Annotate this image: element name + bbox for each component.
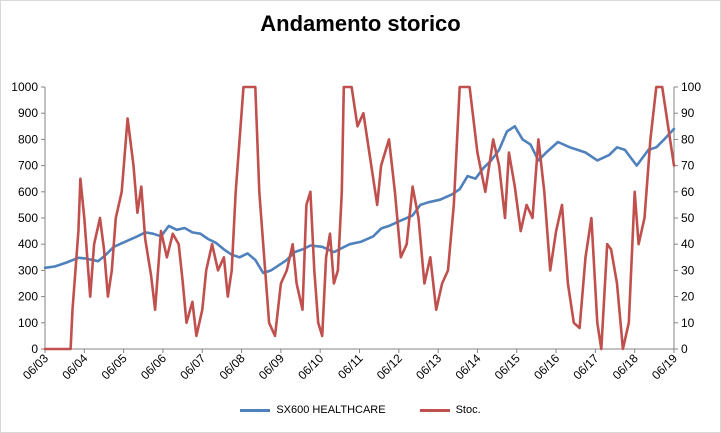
x-tick-label: 06/13 <box>413 351 444 382</box>
x-tick-label: 06/08 <box>217 351 248 382</box>
x-tick-label: 06/07 <box>177 351 208 382</box>
y-left-tick-label: 0 <box>31 342 38 356</box>
y-right-tick-label: 50 <box>681 211 695 225</box>
x-tick-label: 06/19 <box>649 351 680 382</box>
y-left-tick-label: 800 <box>18 132 38 146</box>
x-tick-label: 06/04 <box>59 351 90 382</box>
x-tick-label: 06/17 <box>570 351 601 382</box>
legend-swatch-sx600 <box>240 408 271 412</box>
x-tick-label: 06/05 <box>99 351 130 382</box>
y-left-tick-label: 900 <box>18 106 38 120</box>
y-left-tick-label: 600 <box>18 185 38 199</box>
y-left-tick-label: 300 <box>18 263 38 277</box>
y-right-tick-label: 90 <box>681 106 695 120</box>
x-tick-label: 06/18 <box>610 351 641 382</box>
x-tick-label: 06/12 <box>374 351 405 382</box>
y-left-tick-label: 500 <box>18 211 38 225</box>
y-right-tick-label: 70 <box>681 159 695 173</box>
x-tick-label: 06/09 <box>256 351 287 382</box>
x-tick-label: 06/11 <box>335 351 366 382</box>
y-right-tick-label: 0 <box>681 342 688 356</box>
x-tick-label: 06/06 <box>138 351 169 382</box>
y-left-tick-label: 100 <box>18 316 38 330</box>
x-tick-label: 06/14 <box>452 351 483 382</box>
x-tick-label: 06/03 <box>20 351 51 382</box>
legend-item-stoc: Stoc. <box>419 404 481 416</box>
legend-item-sx600: SX600 HEALTHCARE <box>240 404 386 416</box>
y-right-tick-label: 100 <box>681 80 701 94</box>
y-right-tick-label: 40 <box>681 237 695 251</box>
y-right-tick-label: 80 <box>681 132 695 146</box>
y-right-tick-label: 60 <box>681 185 695 199</box>
chart-legend: SX600 HEALTHCARE Stoc. <box>1 404 720 416</box>
x-tick-label: 06/16 <box>531 351 562 382</box>
y-right-tick-label: 30 <box>681 263 695 277</box>
chart-title: Andamento storico <box>260 11 461 36</box>
y-left-tick-label: 400 <box>18 237 38 251</box>
legend-swatch-stoc <box>419 408 450 412</box>
legend-label-stoc: Stoc. <box>455 404 481 416</box>
y-right-tick-label: 10 <box>681 316 695 330</box>
y-right-tick-label: 20 <box>681 290 695 304</box>
series-line-sx600-healthcare <box>43 125 676 275</box>
y-left-tick-label: 1000 <box>11 80 38 94</box>
series-line-stoc <box>43 85 676 351</box>
legend-label-sx600: SX600 HEALTHCARE <box>276 404 386 416</box>
y-left-tick-label: 200 <box>18 290 38 304</box>
y-left-tick-label: 700 <box>18 159 38 173</box>
x-tick-label: 06/15 <box>492 351 523 382</box>
x-tick-label: 06/10 <box>295 351 326 382</box>
